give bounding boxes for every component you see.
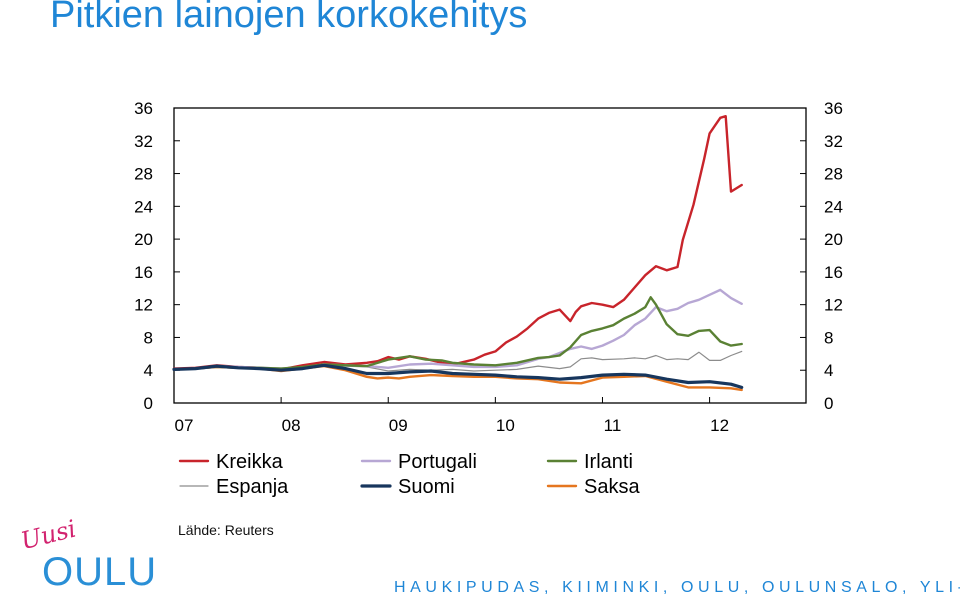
x-tick-label: 11 bbox=[604, 416, 622, 435]
x-tick-label: 10 bbox=[496, 416, 515, 435]
logo-main-text: OULU bbox=[42, 550, 158, 594]
plot-frame bbox=[173, 107, 807, 404]
y-tick-label-right: 12 bbox=[824, 296, 843, 315]
y-tick-label-left: 36 bbox=[134, 99, 153, 118]
y-tick-label-right: 0 bbox=[824, 394, 833, 413]
y-tick-label-right: 28 bbox=[824, 165, 843, 184]
y-tick-label-left: 20 bbox=[134, 230, 153, 249]
line-chart: 0 4 8 12 16 20 24 28 32 36 0 4 8 12 16 20 24 28 32 36 07 08… bbox=[134, 99, 843, 498]
legend-label-espanja: Espanja bbox=[216, 476, 289, 498]
y-tick-label-right: 24 bbox=[824, 197, 843, 216]
x-tick-label: 07 bbox=[175, 416, 194, 435]
y-tick-label-left: 8 bbox=[144, 328, 153, 347]
legend-label-irlanti: Irlanti bbox=[584, 451, 633, 473]
y-tick-label-right: 4 bbox=[824, 361, 833, 380]
slide-title: Pitkien lainojen korkokehitys bbox=[50, 0, 528, 36]
uusi-oulu-logo: Uusi OULU bbox=[18, 515, 178, 598]
y-tick-label-left: 4 bbox=[144, 361, 153, 380]
y-tick-label-right: 16 bbox=[824, 263, 843, 282]
y-tick-label-right: 8 bbox=[824, 328, 833, 347]
source-note: Lähde: Reuters bbox=[178, 522, 274, 538]
y-tick-label-left: 28 bbox=[134, 165, 153, 184]
y-tick-label-left: 16 bbox=[134, 263, 153, 282]
legend-label-portugali: Portugali bbox=[398, 451, 477, 473]
y-tick-label-left: 0 bbox=[144, 394, 153, 413]
x-tick-label: 08 bbox=[282, 416, 301, 435]
series-line-kreikka bbox=[172, 114, 743, 371]
series-line-portugali bbox=[172, 288, 743, 371]
y-tick-label-right: 32 bbox=[824, 132, 843, 151]
x-tick-label: 12 bbox=[710, 416, 729, 435]
series-line-suomi bbox=[172, 363, 744, 389]
legend-label-kreikka: Kreikka bbox=[216, 451, 284, 473]
x-tick-label: 09 bbox=[389, 416, 408, 435]
legend-label-suomi: Suomi bbox=[398, 476, 455, 498]
y-tick-label-right: 36 bbox=[824, 99, 843, 118]
legend-label-saksa: Saksa bbox=[584, 476, 640, 498]
footer-municipalities: HAUKIPUDAS, KIIMINKI, OULU, OULUNSALO, Y… bbox=[394, 579, 960, 596]
y-tick-label-right: 20 bbox=[824, 230, 843, 249]
series-line-irlanti bbox=[172, 296, 743, 371]
y-tick-label-left: 32 bbox=[134, 132, 153, 151]
y-tick-label-left: 12 bbox=[134, 296, 153, 315]
y-tick-label-left: 24 bbox=[134, 197, 153, 216]
